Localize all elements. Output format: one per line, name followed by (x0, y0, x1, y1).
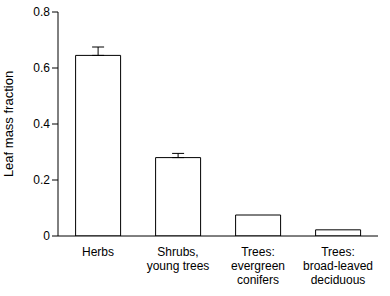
svg-text:0.6: 0.6 (33, 61, 50, 75)
svg-text:0: 0 (43, 229, 50, 243)
svg-text:Trees:broad-leaveddeciduous: Trees:broad-leaveddeciduous (303, 245, 373, 287)
svg-text:Shrubs,young trees: Shrubs,young trees (147, 245, 210, 273)
svg-text:0.8: 0.8 (33, 5, 50, 19)
svg-text:0.4: 0.4 (33, 117, 50, 131)
svg-text:Herbs: Herbs (82, 245, 114, 259)
svg-text:Leaf mass fraction: Leaf mass fraction (1, 71, 16, 177)
svg-text:Trees:evergreenconifers: Trees:evergreenconifers (231, 245, 285, 287)
svg-text:0.2: 0.2 (33, 173, 50, 187)
